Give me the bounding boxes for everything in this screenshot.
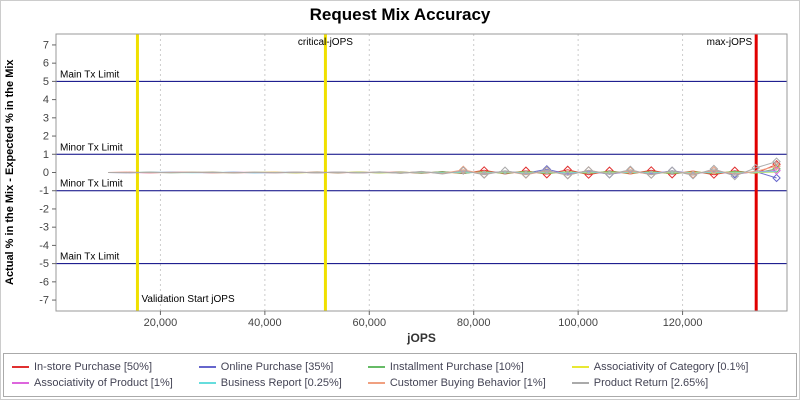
- series-marker: [647, 170, 656, 179]
- legend-label: Product Return [2.65%]: [593, 377, 709, 389]
- series-marker: [667, 166, 677, 175]
- series-marker: [584, 166, 593, 175]
- y-tick-label: -4: [39, 240, 49, 252]
- series-marker: [709, 164, 719, 174]
- series-marker: [479, 170, 489, 179]
- marker-line-label: Validation Start jOPS: [141, 294, 235, 305]
- series-marker: [751, 163, 760, 173]
- legend-item: Business Report [0.25%]: [198, 377, 342, 389]
- tx-limit-label: Minor Tx Limit: [60, 142, 123, 153]
- legend-item: Associativity of Product [1%]: [12, 377, 173, 389]
- y-tick-label: -5: [39, 258, 49, 270]
- y-tick-label: 7: [43, 39, 49, 51]
- legend-label: Customer Buying Behavior [1%]: [389, 377, 546, 389]
- series-marker: [459, 166, 468, 175]
- legend-label: Installment Purchase [10%]: [389, 361, 524, 373]
- plot-area: Main Tx Limit Minor Tx Limit Minor Tx Limi…: [39, 33, 788, 329]
- legend-item: Product Return [2.65%]: [571, 377, 749, 389]
- series-marker: [626, 166, 635, 175]
- legend-marker: [367, 366, 385, 368]
- x-axis-label: jOPS: [407, 331, 436, 345]
- legend-label: Business Report [0.25%]: [220, 377, 342, 389]
- y-tick-label: 0: [43, 167, 49, 179]
- y-tick-label: 4: [43, 94, 49, 106]
- legend-item: In-store Purchase [50%]: [12, 361, 173, 373]
- series-marker: [626, 165, 635, 175]
- series-marker: [688, 170, 698, 179]
- y-tick-label: -1: [39, 185, 49, 197]
- legend-marker: [571, 366, 589, 368]
- x-tick-label: 80,000: [457, 317, 491, 329]
- series-marker: [772, 173, 781, 183]
- series-marker: [605, 170, 614, 179]
- y-tick-label: -6: [39, 276, 49, 288]
- marker-line-label: max-jOPS: [707, 37, 753, 48]
- y-tick-label: 5: [43, 76, 49, 88]
- y-tick-label: -3: [39, 222, 49, 234]
- legend-label: Online Purchase [35%]: [220, 361, 334, 373]
- series-marker: [563, 170, 572, 180]
- series-line: [108, 161, 777, 177]
- legend-label: Associativity of Product [1%]: [34, 377, 173, 389]
- y-tick-label: -7: [39, 295, 49, 307]
- legend-label: Associativity of Category [0.1%]: [593, 361, 749, 373]
- legend-item: Online Purchase [35%]: [198, 361, 342, 373]
- legend-item: Installment Purchase [10%]: [367, 361, 546, 373]
- tx-limit-label: Main Tx Limit: [60, 252, 119, 263]
- y-tick-label: 2: [43, 131, 49, 143]
- legend-marker: [571, 382, 589, 384]
- legend-item: Associativity of Category [0.1%]: [571, 361, 749, 373]
- series-marker: [521, 170, 531, 179]
- series-marker: [772, 166, 781, 175]
- legend-marker: [12, 366, 29, 368]
- x-tick-label: 60,000: [352, 317, 386, 329]
- y-tick-label: 6: [43, 58, 49, 70]
- y-tick-label: -2: [39, 203, 49, 215]
- series-marker: [500, 166, 510, 175]
- series-marker: [542, 166, 552, 175]
- legend-item: Customer Buying Behavior [1%]: [367, 377, 546, 389]
- x-tick-label: 120,000: [663, 317, 703, 329]
- legend-marker: [367, 382, 385, 384]
- y-tick-label: 3: [43, 112, 49, 124]
- legend-marker: [198, 382, 216, 384]
- series-marker: [688, 170, 698, 180]
- x-tick-label: 40,000: [248, 317, 282, 329]
- series-marker: [730, 171, 740, 181]
- series-marker: [709, 166, 719, 175]
- y-axis-label: Actual % in the Mix - Expected % in the …: [4, 59, 16, 286]
- chart-title: Request Mix Accuracy: [309, 5, 491, 24]
- series-marker: [772, 157, 781, 166]
- legend-marker: [12, 382, 29, 384]
- y-tick-label: 1: [43, 149, 49, 161]
- marker-line-label: critical-jOPS: [298, 37, 353, 48]
- x-tick-label: 100,000: [558, 317, 598, 329]
- tx-limit-label: Minor Tx Limit: [60, 179, 123, 190]
- x-tick-label: 20,000: [144, 317, 178, 329]
- series-marker: [772, 161, 781, 171]
- legend-label: In-store Purchase [50%]: [34, 361, 153, 373]
- legend-marker: [198, 366, 216, 368]
- legend: In-store Purchase [50%] Online Purchase […: [3, 353, 797, 397]
- tx-limit-label: Main Tx Limit: [60, 69, 119, 80]
